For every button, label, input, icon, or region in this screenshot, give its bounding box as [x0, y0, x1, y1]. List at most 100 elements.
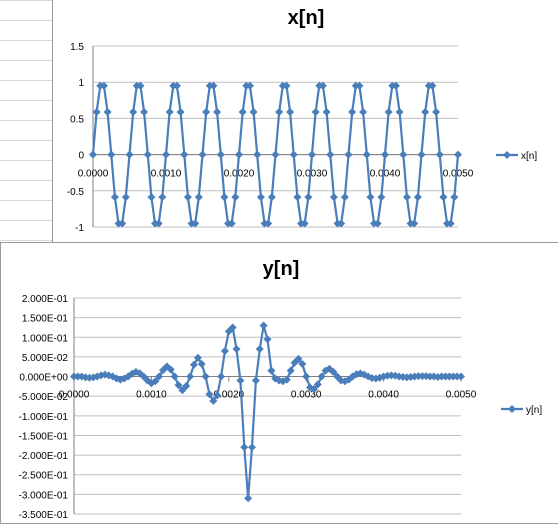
chart-x[interactable]: x[n] 1.5 1 0.5 0 -0.5 -1 0.0000 0.0010 0.0020 0.00… [52, 0, 558, 245]
data-point [326, 150, 335, 159]
data-point [348, 108, 357, 117]
data-point [220, 347, 229, 356]
chart-title: x[n] [288, 7, 325, 29]
chart-x-canvas: x[n] 1.5 1 0.5 0 -0.5 -1 0.0000 0.0010 0.0020 0.00… [67, 7, 538, 234]
data-point [439, 193, 448, 202]
data-point [228, 323, 237, 332]
data-point [391, 371, 400, 380]
data-point [325, 364, 334, 373]
data-point [236, 376, 245, 385]
data-point [267, 366, 276, 375]
data-point [435, 150, 444, 159]
y-tick-label: -1.500E-01 [19, 431, 69, 442]
x-tick-label: 0.0020 [224, 169, 255, 180]
data-point [264, 219, 273, 228]
data-point [275, 108, 284, 117]
x-tick-label: 0.0000 [78, 169, 109, 180]
data-point [231, 193, 240, 202]
data-point [129, 108, 138, 117]
cell-gridline [0, 160, 52, 161]
data-point [313, 380, 322, 389]
data-point [166, 365, 175, 374]
x-tick-label: 0.0000 [59, 390, 90, 401]
data-point [271, 150, 280, 159]
legend-marker [508, 405, 516, 413]
data-point [333, 372, 342, 381]
data-point [395, 108, 404, 117]
cell-gridline [0, 240, 52, 241]
data-point [227, 219, 236, 228]
data-point [125, 150, 134, 159]
chart-y-canvas: y[n] 2.000E-01 1.500E-01 1.000E-01 5.000E-02… [19, 258, 543, 521]
data-point [89, 150, 97, 159]
data-point [232, 345, 241, 354]
data-point [329, 367, 338, 376]
data-point [406, 372, 415, 381]
data-point [402, 193, 411, 202]
data-point [191, 219, 200, 228]
data-point [213, 108, 222, 117]
cell-gridline [0, 0, 52, 1]
data-point [289, 150, 298, 159]
data-point [321, 366, 330, 375]
data-point [253, 150, 262, 159]
cell-gridline [0, 200, 52, 201]
data-point [429, 372, 438, 381]
cell-gridline [0, 220, 52, 221]
data-point [205, 390, 214, 399]
x-tick-label: 0.0020 [214, 390, 245, 401]
data-point [147, 193, 156, 202]
series-line [74, 324, 461, 500]
chart-title: y[n] [263, 258, 300, 280]
chart-y[interactable]: y[n] 2.000E-01 1.500E-01 1.000E-01 5.000E-02… [0, 242, 558, 524]
data-point [244, 494, 253, 503]
data-point [454, 150, 462, 159]
cell-gridline [0, 100, 52, 101]
cell-gridline [0, 180, 52, 181]
data-point [77, 372, 86, 381]
data-point [317, 372, 326, 381]
data-point [193, 353, 202, 362]
data-point [329, 193, 338, 202]
data-point [410, 219, 419, 228]
data-point [140, 108, 149, 117]
data-point [446, 219, 455, 228]
data-point [182, 381, 191, 390]
data-point [282, 81, 291, 90]
data-point [352, 370, 361, 379]
cell-gridline [0, 40, 52, 41]
data-point [197, 359, 206, 368]
data-point [428, 81, 437, 90]
data-point [311, 108, 320, 117]
data-point [263, 335, 272, 344]
data-point [344, 375, 353, 384]
y-tick-label: 0 [78, 151, 84, 162]
data-point [359, 108, 368, 117]
data-point [364, 372, 373, 381]
data-point [293, 193, 302, 202]
data-point [304, 193, 313, 202]
y-tick-label: -1.000E-01 [19, 412, 69, 423]
x-tick-label: 0.0030 [291, 390, 322, 401]
data-point [110, 193, 119, 202]
data-point [381, 150, 389, 159]
data-point [366, 193, 375, 202]
data-point [170, 372, 179, 381]
data-point [322, 108, 331, 117]
data-point [355, 81, 364, 90]
data-point [267, 193, 276, 202]
data-point [300, 219, 309, 228]
y-tick-label: 0.5 [70, 114, 84, 125]
data-point [216, 150, 225, 159]
data-point [174, 381, 183, 390]
data-point [286, 366, 295, 375]
data-point [158, 193, 167, 202]
data-point [143, 150, 152, 159]
y-tick-label: -2.500E-01 [19, 471, 69, 482]
data-point [373, 219, 382, 228]
x-tick-label: 0.0010 [151, 169, 182, 180]
cell-gridline [0, 60, 52, 61]
data-point [183, 193, 192, 202]
data-point [377, 193, 386, 202]
data-point [116, 375, 125, 384]
